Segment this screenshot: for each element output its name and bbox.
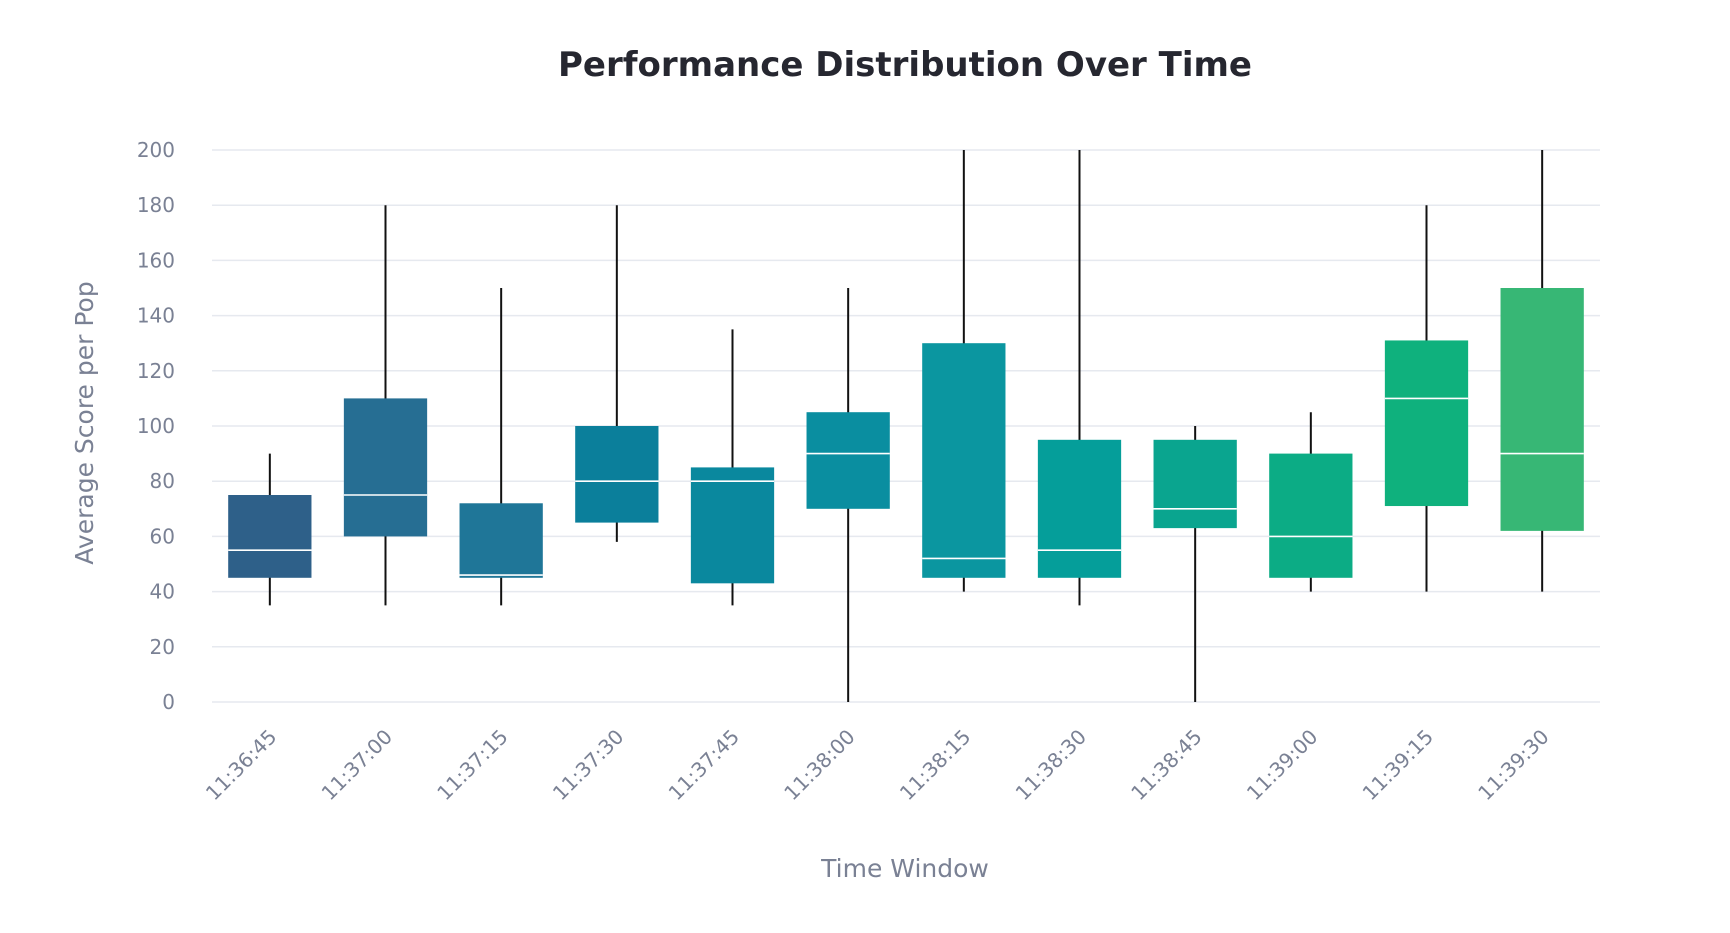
x-tick-label: 11:37:30 (548, 725, 628, 805)
y-tick-label: 40 (150, 580, 175, 604)
box-body (343, 398, 428, 537)
box-body (575, 426, 659, 523)
y-tick-label: 160 (137, 248, 175, 272)
x-axis-ticks: 11:36:45 11:37:00 11:37:15 11:37:30 11:37:45… (201, 725, 1554, 805)
box-11:39:00 (1269, 412, 1353, 592)
box-body (806, 412, 890, 509)
box-11:38:00 (806, 288, 890, 702)
box-body (690, 467, 775, 584)
y-axis-title: Average Score per Pop (70, 281, 99, 564)
y-tick-label: 180 (137, 193, 175, 217)
box-11:36:45 (228, 453, 312, 606)
x-tick-label: 11:37:15 (432, 725, 512, 805)
x-tick-label: 11:36:45 (201, 725, 281, 805)
box-body (1037, 439, 1122, 578)
x-tick-label: 11:38:15 (895, 725, 975, 805)
box-11:37:45 (690, 329, 775, 606)
x-tick-label: 11:39:15 (1358, 725, 1438, 805)
x-tick-label: 11:37:45 (664, 725, 744, 805)
x-tick-label: 11:38:00 (779, 725, 859, 805)
box-series (228, 150, 1584, 702)
box-11:39:15 (1384, 205, 1469, 592)
box-11:38:30 (1037, 150, 1122, 606)
y-tick-label: 20 (150, 635, 175, 659)
box-body (1500, 288, 1584, 531)
x-tick-label: 11:38:30 (1011, 725, 1091, 805)
y-tick-label: 120 (137, 359, 175, 383)
box-body (459, 503, 543, 578)
box-body (228, 495, 312, 578)
box-body (1384, 340, 1469, 507)
y-tick-label: 140 (137, 304, 175, 328)
x-tick-label: 11:39:00 (1242, 725, 1322, 805)
x-tick-label: 11:38:45 (1126, 725, 1206, 805)
box-body (922, 343, 1006, 578)
box-body (1153, 439, 1237, 529)
y-tick-label: 0 (162, 690, 175, 714)
chart-title: Performance Distribution Over Time (558, 45, 1252, 85)
box-11:37:30 (575, 205, 659, 542)
x-tick-label: 11:39:30 (1473, 725, 1553, 805)
y-tick-label: 100 (137, 414, 175, 438)
x-tick-label: 11:37:00 (317, 725, 397, 805)
y-tick-label: 60 (150, 524, 175, 548)
y-tick-label: 200 (137, 138, 175, 162)
gridlines (212, 149, 1600, 703)
box-11:38:15 (922, 150, 1006, 592)
box-11:37:15 (459, 288, 543, 606)
box-11:37:00 (343, 205, 428, 606)
x-axis-title: Time Window (820, 854, 989, 883)
box-11:38:45 (1153, 426, 1237, 702)
y-axis-ticks: 0 20 40 60 80 100 120 140 160 180 200 (137, 138, 175, 714)
y-tick-label: 80 (150, 469, 175, 493)
box-body (1269, 453, 1353, 578)
box-11:39:30 (1500, 150, 1584, 592)
